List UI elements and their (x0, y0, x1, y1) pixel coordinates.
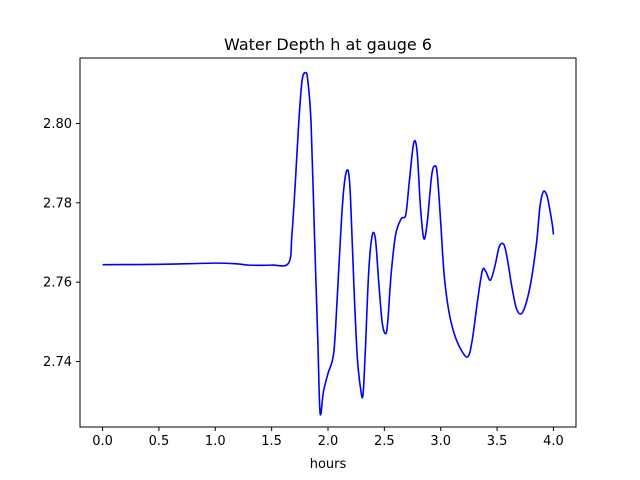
y-tick-label: 2.78 (43, 196, 72, 211)
x-tick-label: 4.0 (543, 434, 564, 449)
plot-area: 0.0 0.5 1.0 1.5 2.0 2.5 3.0 3.5 4.0 2.74 2.76 2.78 2… (43, 57, 577, 449)
x-tick-label: 1.5 (261, 434, 282, 449)
x-tick-label: 0.5 (149, 434, 170, 449)
x-tick-label: 2.0 (318, 434, 339, 449)
x-axis-label: hours (310, 457, 347, 472)
x-tick-label: 3.5 (487, 434, 508, 449)
x-tick-label: 1.0 (205, 434, 226, 449)
x-tick-label: 0.0 (92, 434, 113, 449)
y-tick-label: 2.74 (43, 355, 72, 370)
x-tick-label: 2.5 (374, 434, 395, 449)
y-tick-label: 2.76 (43, 276, 72, 291)
series-line-0 (102, 71, 555, 416)
chart-title: Water Depth h at gauge 6 (224, 35, 432, 54)
x-tick-label: 3.0 (430, 434, 451, 449)
y-tick-label: 2.80 (43, 117, 72, 132)
